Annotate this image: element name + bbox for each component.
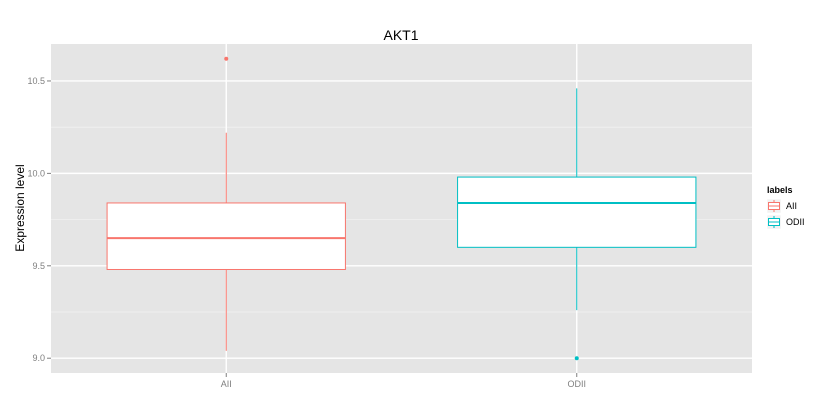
- outlier-point: [224, 56, 229, 61]
- boxplots: [106, 56, 697, 361]
- y-tick-label: 9.0: [32, 353, 45, 363]
- y-tick-label: 9.5: [32, 261, 45, 271]
- legend-key: [766, 214, 782, 230]
- boxplot-odii: [457, 88, 697, 361]
- box-iqr: [457, 176, 697, 248]
- y-axis: 9.0 9.5 10.0 10.5: [27, 76, 51, 363]
- legend-title: labels: [767, 185, 793, 195]
- legend-key: [766, 198, 782, 214]
- legend-label: AII: [786, 201, 797, 211]
- x-axis: AII ODII: [221, 373, 586, 389]
- y-tick-label: 10.5: [27, 76, 45, 86]
- chart-title: AKT1: [383, 27, 418, 43]
- y-tick-label: 10.0: [27, 168, 45, 178]
- legend: labels AII ODII: [766, 185, 805, 230]
- outlier-point: [574, 356, 579, 361]
- box-iqr: [106, 202, 346, 270]
- x-tick-label: AII: [221, 379, 232, 389]
- legend-label: ODII: [786, 217, 805, 227]
- x-tick-label: ODII: [567, 379, 586, 389]
- boxplot-aii: [106, 56, 346, 351]
- y-axis-title: Expression level: [13, 164, 27, 251]
